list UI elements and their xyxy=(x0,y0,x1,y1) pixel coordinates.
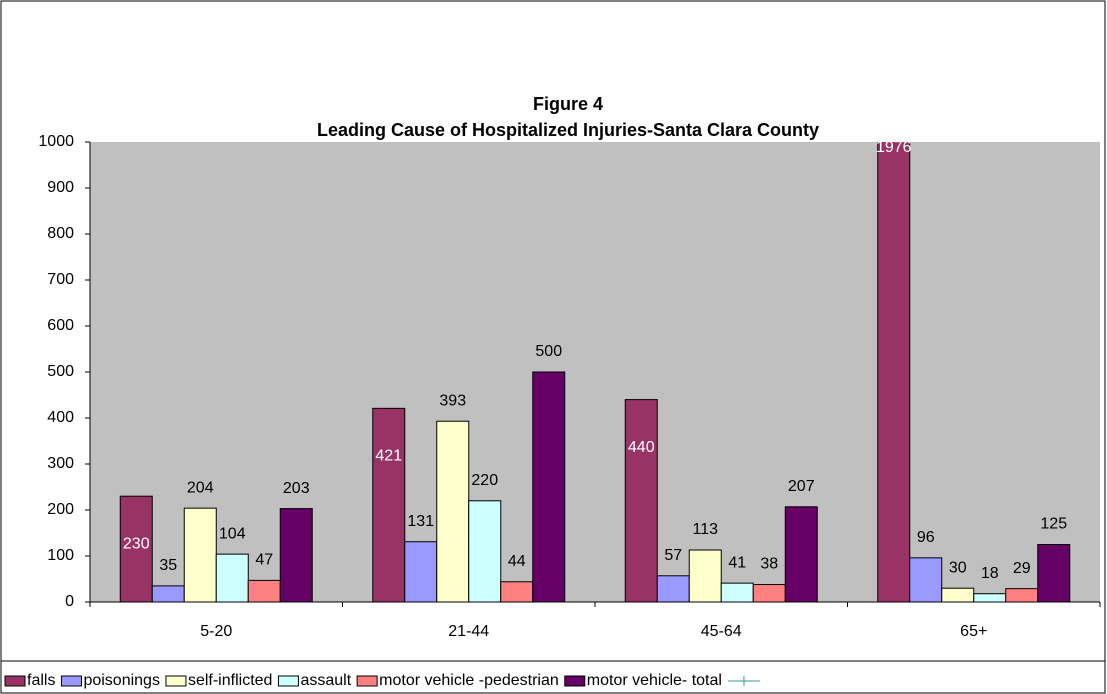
bar xyxy=(500,581,534,602)
legend-swatch xyxy=(60,675,82,687)
data-label: 500 xyxy=(535,343,562,360)
bar xyxy=(372,407,406,602)
legend-swatch xyxy=(277,675,299,687)
y-tick-label: 100 xyxy=(47,547,74,564)
data-label: 1976 xyxy=(876,139,912,156)
data-label: 230 xyxy=(123,535,150,552)
data-label: 203 xyxy=(283,480,310,497)
x-tick-label: 5-20 xyxy=(200,623,232,640)
data-label: 113 xyxy=(692,521,718,538)
bar xyxy=(752,584,786,602)
bar xyxy=(151,585,185,602)
x-tick-label: 45-64 xyxy=(701,623,742,640)
data-label: 30 xyxy=(949,559,967,576)
bar xyxy=(215,553,249,602)
legend-label: self-inflicted xyxy=(188,672,272,689)
data-label: 220 xyxy=(471,472,498,489)
y-tick-label: 500 xyxy=(47,363,74,380)
bar xyxy=(1037,544,1071,602)
y-tick-label: 600 xyxy=(47,317,74,334)
y-tick-label: 800 xyxy=(47,225,74,242)
chart-subtitle: Leading Cause of Hospitalized Injuries-S… xyxy=(317,120,819,140)
data-label: 393 xyxy=(439,392,466,409)
data-label: 38 xyxy=(760,556,778,573)
legend-swatch xyxy=(165,675,187,687)
data-label: 204 xyxy=(187,479,214,496)
data-label: 44 xyxy=(508,553,526,570)
legend-label: motor vehicle -pedestrian xyxy=(379,672,559,689)
data-label: 57 xyxy=(664,547,682,564)
bar xyxy=(877,142,911,602)
x-tick-label: 65+ xyxy=(960,623,987,640)
bar xyxy=(720,582,754,602)
y-tick-label: 0 xyxy=(65,593,74,610)
bars xyxy=(119,142,1071,602)
legend-label: poisonings xyxy=(83,672,160,689)
chart-title: Figure 4 xyxy=(533,94,603,114)
data-label: 96 xyxy=(917,529,935,546)
plot-area xyxy=(90,142,1100,602)
y-tick-label: 300 xyxy=(47,455,74,472)
data-label: 41 xyxy=(728,554,746,571)
bar xyxy=(119,495,153,602)
legend-swatch xyxy=(356,675,378,687)
bar xyxy=(1005,588,1039,602)
data-label: 35 xyxy=(159,557,177,574)
y-tick-label: 200 xyxy=(47,501,74,518)
bar xyxy=(656,575,690,602)
bar xyxy=(247,579,281,602)
bar xyxy=(183,507,217,602)
legend-label: motor vehicle- total xyxy=(587,672,722,689)
data-label: 47 xyxy=(255,552,273,569)
y-tick-label: 900 xyxy=(47,179,74,196)
bar xyxy=(532,371,566,602)
bar xyxy=(436,420,470,602)
data-label: 29 xyxy=(1013,560,1031,577)
legend-label: falls xyxy=(27,672,55,689)
bar xyxy=(784,506,818,602)
data-label: 104 xyxy=(219,525,246,542)
y-tick-label: 400 xyxy=(47,409,74,426)
bar xyxy=(468,500,502,602)
data-label: 131 xyxy=(407,513,434,530)
data-label: 421 xyxy=(375,448,402,465)
legend-label: assault xyxy=(300,672,351,689)
legend-swatch xyxy=(4,675,26,687)
data-label: 18 xyxy=(981,565,999,582)
data-label: 207 xyxy=(788,478,815,495)
bar xyxy=(279,508,313,602)
bar xyxy=(909,557,943,602)
data-label: 440 xyxy=(628,439,655,456)
legend-swatch xyxy=(564,675,586,687)
bar xyxy=(688,549,722,602)
bar xyxy=(973,593,1007,602)
bar xyxy=(404,541,438,602)
x-tick-label: 21-44 xyxy=(448,623,489,640)
bar xyxy=(624,399,658,602)
data-label: 125 xyxy=(1040,516,1067,533)
bar xyxy=(941,587,975,602)
y-tick-label: 700 xyxy=(47,271,74,288)
y-tick-label: 1000 xyxy=(38,133,74,150)
